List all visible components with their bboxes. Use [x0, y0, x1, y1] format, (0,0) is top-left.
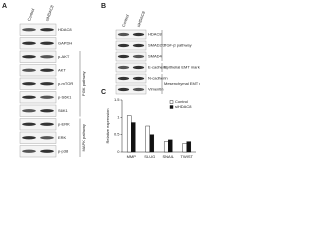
blot [19, 23, 57, 36]
row-label: HDAC8 [148, 32, 162, 37]
x-tick-label: MMP [127, 154, 137, 159]
bar [186, 141, 192, 153]
band [132, 76, 145, 81]
group-label: Mesenchymal EMT marker [164, 81, 200, 86]
row-label: Vimentin [148, 87, 164, 92]
legend-swatch [169, 100, 174, 104]
band [22, 136, 36, 140]
row-label: p-S6K1 [58, 94, 72, 99]
row-label: SMAD4 [148, 54, 163, 59]
blot [19, 37, 57, 50]
panel-label: C [101, 89, 106, 96]
band [117, 54, 130, 59]
blot [19, 118, 57, 131]
band [22, 149, 36, 153]
x-tick-label: SNAIL [162, 154, 174, 159]
band [22, 55, 36, 59]
column-header: Control [26, 8, 35, 22]
blot [19, 91, 57, 104]
blot [115, 73, 147, 84]
y-axis-label: Relative expression [105, 109, 110, 144]
row-label: N-cadherin [148, 76, 168, 81]
band [22, 28, 36, 32]
legend-label: Control [175, 99, 188, 104]
legend-label: siHDAC8 [175, 104, 192, 109]
bar [131, 122, 136, 153]
blot [115, 29, 147, 40]
band [22, 122, 36, 126]
blot [115, 40, 147, 51]
column-header: Control [121, 14, 130, 28]
y-tick-label: 0 [117, 149, 120, 154]
band [132, 54, 145, 59]
bar [168, 139, 173, 153]
band [117, 43, 130, 48]
row-label: SMAD2/3 [148, 43, 166, 48]
row-label: S6K1 [58, 108, 69, 113]
band [40, 68, 54, 72]
x-tick-label: TWIST [181, 154, 194, 159]
bar [126, 115, 132, 153]
band [40, 55, 54, 59]
y-tick-label: 1 [117, 114, 120, 119]
band [40, 149, 54, 153]
blot [115, 51, 147, 62]
band [132, 32, 145, 37]
band [40, 109, 54, 113]
band [40, 41, 54, 45]
row-label: ERK [58, 135, 67, 140]
band [117, 76, 130, 81]
band [40, 122, 54, 126]
band [132, 65, 145, 70]
panel-label: B [101, 3, 106, 10]
row-label: AKT [58, 67, 66, 72]
bar [145, 125, 150, 153]
row-label: E-cadherin [148, 65, 167, 70]
group-label: Epithelial EMT marker [164, 65, 200, 70]
blot [115, 84, 147, 95]
group-label: TGF-β pathway [164, 43, 192, 48]
bar [182, 143, 187, 153]
group-label: PI3K pathway [81, 71, 86, 96]
blot [115, 62, 147, 73]
band [117, 87, 130, 92]
y-tick-label: 1.5 [114, 97, 120, 102]
band [22, 109, 36, 113]
band [40, 95, 54, 99]
row-label: HDAC8 [58, 27, 72, 32]
bar [163, 141, 169, 153]
column-header: siHDAC8 [44, 4, 55, 22]
row-label: p-AKT [58, 54, 70, 59]
band [22, 41, 36, 45]
blot [19, 64, 57, 77]
band [132, 87, 145, 92]
band [117, 65, 130, 70]
blot [19, 104, 57, 117]
blot [19, 50, 57, 63]
panel-label: A [2, 3, 7, 10]
blot [19, 145, 57, 158]
group-label: MAPK pathway [81, 124, 86, 151]
legend-swatch [169, 105, 174, 109]
row-label: p-mTOR [58, 81, 73, 86]
band [40, 136, 54, 140]
band [22, 68, 36, 72]
figure: A B C Control siHDAC8HDAC8GAPDHp-AKTAKTp-… [2, 3, 200, 159]
band [22, 82, 36, 86]
row-label: p-p38 [58, 148, 69, 153]
band [132, 43, 145, 48]
blot [19, 131, 57, 144]
column-header: siHDAC8 [136, 10, 147, 28]
band [22, 95, 36, 99]
band [40, 28, 54, 32]
row-label: GAPDH [58, 40, 72, 45]
x-tick-label: SLUG [144, 154, 155, 159]
band [40, 82, 54, 86]
band [117, 32, 130, 37]
y-tick-label: 0.5 [114, 132, 120, 137]
blot [19, 77, 57, 90]
row-label: p-ERK [58, 121, 70, 126]
bar [149, 134, 155, 153]
